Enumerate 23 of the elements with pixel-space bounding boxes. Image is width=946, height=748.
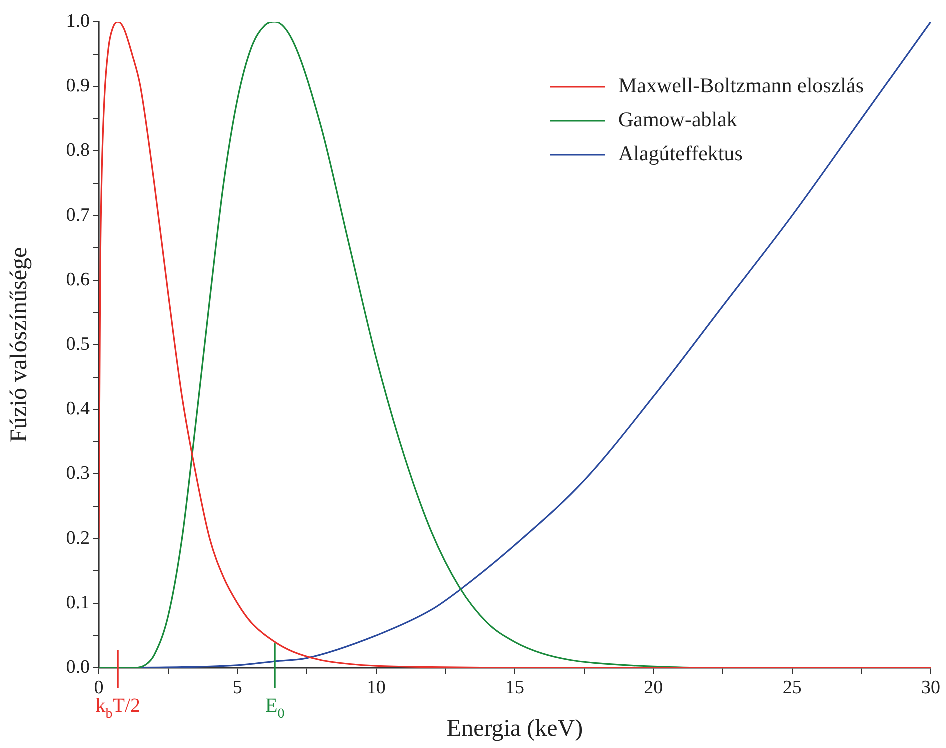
x-tick-label: 10 <box>366 677 386 698</box>
legend-label: Alagúteffektus <box>618 142 743 166</box>
y-tick-label: 0.3 <box>66 463 90 484</box>
y-tick-label: 0.6 <box>66 269 90 290</box>
x-tick-label: 25 <box>782 677 802 698</box>
legend-label: Maxwell-Boltzmann eloszlás <box>618 74 864 98</box>
y-tick-label: 0.1 <box>66 592 90 614</box>
y-tick-label: 0.0 <box>66 656 90 678</box>
x-axis-title: Energia (keV) <box>446 716 584 742</box>
y-axis-title: Fúzió valószínűsége <box>6 247 33 443</box>
x-tick-label: 15 <box>506 677 524 698</box>
y-tick-label: 0.2 <box>66 528 90 549</box>
y-tick-label: 1.0 <box>66 10 90 32</box>
y-tick-label: 0.5 <box>66 334 90 355</box>
legend-label: Gamow-ablak <box>618 108 738 132</box>
y-tick-label: 0.7 <box>66 204 90 226</box>
y-tick-label: 0.4 <box>66 398 90 420</box>
x-tick-label: 30 <box>922 677 940 698</box>
x-tick-label: 20 <box>644 677 664 698</box>
y-tick-label: 0.8 <box>66 140 90 162</box>
x-tick-label: 5 <box>232 677 242 698</box>
x-tick-label: 0 <box>94 677 104 698</box>
y-tick-label: 0.9 <box>66 76 90 97</box>
